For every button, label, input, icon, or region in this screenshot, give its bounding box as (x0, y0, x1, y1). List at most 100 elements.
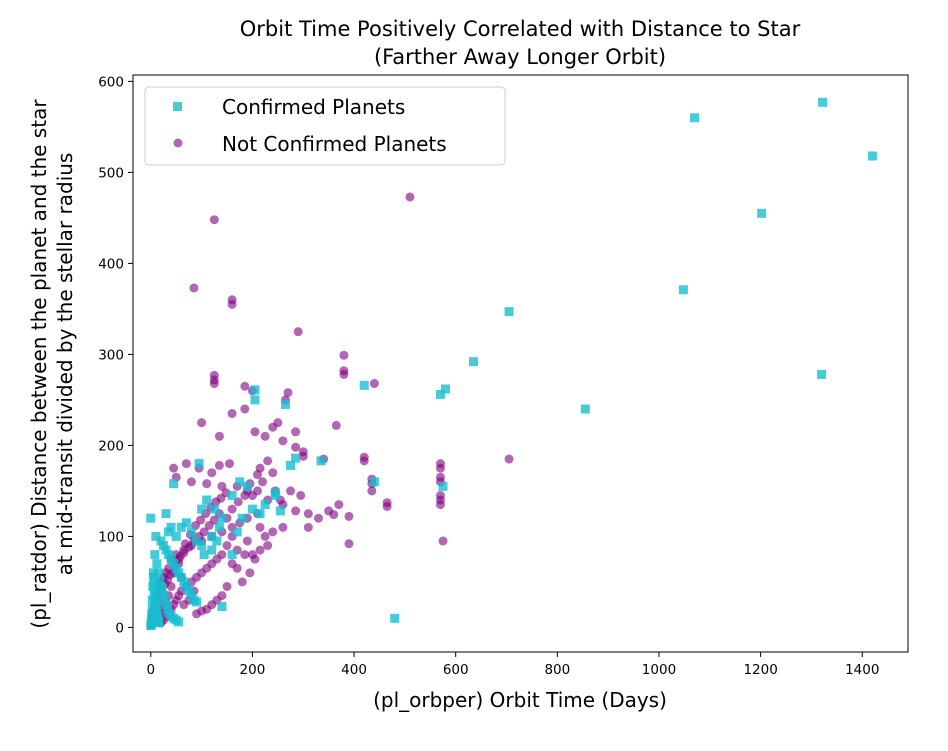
confirmed-planet-point (441, 384, 451, 394)
not-confirmed-planet-point (286, 486, 296, 496)
not-confirmed-planet-point (260, 531, 270, 541)
confirmed-planet-point (186, 591, 196, 601)
confirmed-planet-point (435, 389, 445, 399)
confirmed-planet-point (161, 509, 171, 519)
confirmed-planet-point (149, 577, 159, 587)
confirmed-planet-point (171, 531, 181, 541)
confirmed-planet-point (242, 481, 252, 491)
not-confirmed-planet-point (283, 388, 293, 398)
y-tick-label: 400 (98, 256, 124, 272)
confirmed-planet-point (818, 97, 828, 107)
confirmed-planet-point (207, 545, 217, 555)
confirmed-planet-point (166, 554, 176, 564)
not-confirmed-planet-point (240, 404, 250, 414)
confirmed-planet-point (156, 536, 166, 546)
confirmed-planet-point (232, 527, 242, 537)
not-confirmed-planet-point (225, 459, 235, 469)
not-confirmed-planet-point (253, 470, 263, 480)
not-confirmed-planet-point (504, 454, 514, 464)
confirmed-planet-point (174, 617, 184, 627)
not-confirmed-planet-point (250, 554, 260, 564)
confirmed-planet-point (235, 477, 245, 487)
x-tick-label: 1400 (845, 662, 879, 678)
not-confirmed-planet-point (237, 577, 247, 587)
confirmed-planet-point (250, 395, 260, 405)
not-confirmed-planet-point (192, 609, 202, 619)
confirmed-planet-point (678, 285, 688, 295)
not-confirmed-planet-point (240, 550, 250, 560)
not-confirmed-planet-point (227, 559, 237, 569)
plot-frame (132, 74, 909, 653)
not-confirmed-planet-point (291, 442, 301, 452)
not-confirmed-planet-point (240, 490, 250, 500)
legend: Confirmed Planets Not Confirmed Planets (144, 86, 506, 166)
not-confirmed-planet-point (268, 468, 278, 478)
x-tick-label: 600 (443, 662, 469, 678)
not-confirmed-planet-point (329, 510, 339, 520)
not-confirmed-planet-point (331, 420, 341, 430)
not-confirmed-planet-point (255, 522, 265, 532)
confirmed-planet-point (212, 536, 222, 546)
confirmed-planet-point (286, 460, 296, 470)
not-confirmed-planet-point (255, 545, 265, 555)
confirmed-planet-point (197, 541, 207, 551)
confirmed-planet-point (250, 385, 260, 395)
not-confirmed-planet-point (179, 548, 189, 558)
confirmed-planet-point (255, 509, 265, 519)
confirmed-planet-point (152, 559, 162, 569)
confirmed-planet-point (260, 500, 270, 510)
confirmed-planet-point (359, 380, 369, 390)
confirmed-planet-point (163, 604, 173, 614)
confirmed-planet-point (504, 307, 514, 317)
not-confirmed-planet-point (313, 513, 323, 523)
confirmed-planet-point (150, 550, 160, 560)
confirmed-planet-point (164, 527, 174, 537)
confirmed-planet-point (164, 550, 174, 560)
not-confirmed-planet-point (209, 215, 219, 225)
not-confirmed-planet-point (405, 192, 415, 202)
confirmed-planet-point (194, 459, 204, 469)
confirmed-planet-point (237, 513, 247, 523)
not-confirmed-planet-point (227, 299, 237, 309)
confirmed-planet-point (192, 536, 202, 546)
confirmed-planet-point (275, 506, 285, 516)
not-confirmed-planet-point (278, 436, 288, 446)
not-confirmed-planet-point (339, 369, 349, 379)
not-confirmed-planet-point (253, 486, 263, 496)
x-tick-label: 0 (146, 662, 155, 678)
not-confirmed-planet-point (217, 481, 227, 491)
confirmed-planet-point (174, 568, 184, 578)
confirmed-planet-point (757, 208, 767, 218)
x-tick-label: 800 (544, 662, 570, 678)
confirmed-planet-point (169, 479, 179, 489)
confirmed-planet-point (247, 504, 257, 514)
y-axis-label-line2: at mid-transit divided by the stellar ra… (53, 153, 77, 576)
y-tick-label: 300 (98, 347, 124, 363)
points-layer (146, 97, 877, 631)
y-tick-label: 200 (98, 438, 124, 454)
not-confirmed-planet-point (181, 459, 191, 469)
not-confirmed-planet-point (179, 600, 189, 610)
not-confirmed-planet-point (435, 463, 445, 473)
confirmed-planet-point (184, 586, 194, 596)
not-confirmed-planet-point (382, 501, 392, 511)
confirmed-planet-point (202, 495, 212, 505)
confirmed-planet-point (390, 613, 400, 623)
confirmed-planet-point (817, 369, 827, 379)
not-confirmed-planet-point (260, 431, 270, 441)
not-confirmed-planet-point (227, 409, 237, 419)
not-confirmed-planet-point (250, 427, 260, 437)
confirmed-planet-point (468, 357, 478, 367)
confirmed-planet-point (148, 581, 158, 591)
not-confirmed-planet-point (258, 477, 268, 487)
x-tick-label: 400 (341, 662, 367, 678)
confirmed-planet-point (158, 541, 168, 551)
confirmed-planet-point (270, 490, 280, 500)
not-confirmed-planet-point (291, 427, 301, 437)
confirmed-planet-point (580, 404, 590, 414)
series-confirmed-planets (146, 97, 877, 631)
not-confirmed-planet-point (240, 381, 250, 391)
x-tick-label: 200 (240, 662, 266, 678)
legend-label-confirmed: Confirmed Planets (222, 95, 405, 119)
